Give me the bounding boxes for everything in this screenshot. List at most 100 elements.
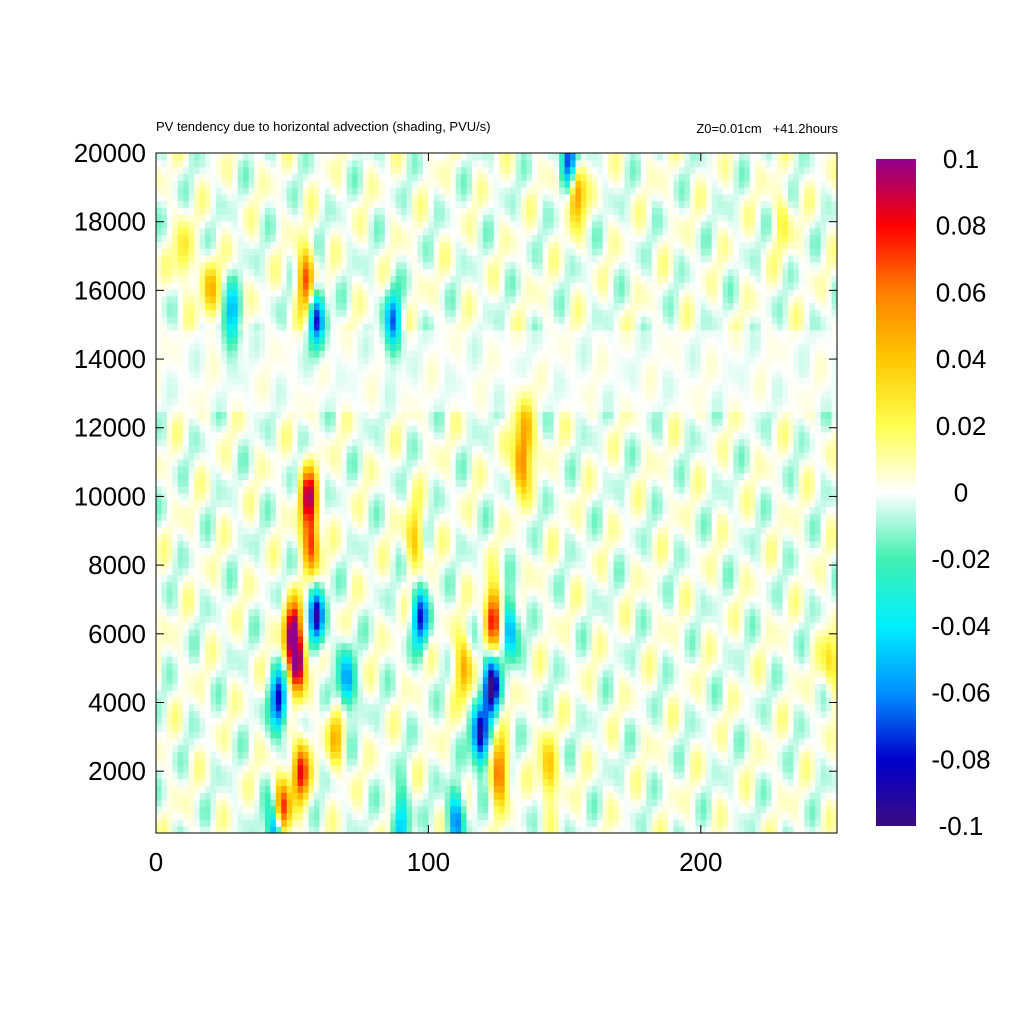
heatmap-cell xyxy=(183,397,190,406)
heatmap-cell xyxy=(237,819,244,827)
heatmap-cell xyxy=(379,302,386,310)
heatmap-cell xyxy=(406,295,413,304)
heatmap-cell xyxy=(172,561,179,569)
heatmap-cell xyxy=(297,819,304,827)
heatmap-cell xyxy=(275,703,282,712)
heatmap-cell xyxy=(335,295,342,304)
heatmap-cell xyxy=(248,785,255,793)
heatmap-cell xyxy=(161,343,168,351)
heatmap-cell xyxy=(313,282,321,290)
heatmap-cell xyxy=(275,234,282,242)
heatmap-cell xyxy=(313,472,321,480)
heatmap-cell xyxy=(422,561,429,569)
heatmap-cell xyxy=(183,241,190,249)
heatmap-cell xyxy=(264,336,272,344)
heatmap-cell xyxy=(357,826,364,834)
heatmap-cell xyxy=(281,425,288,433)
heatmap-cell xyxy=(422,282,429,290)
heatmap-cell xyxy=(264,323,272,331)
heatmap-cell xyxy=(172,282,179,290)
heatmap-cell xyxy=(422,200,429,208)
heatmap-cell xyxy=(281,574,288,582)
heatmap-cell xyxy=(161,316,168,324)
heatmap-cell xyxy=(395,731,402,739)
heatmap-cell xyxy=(237,384,244,392)
heatmap-cell xyxy=(259,493,266,501)
heatmap-cell xyxy=(357,493,364,501)
heatmap-cell xyxy=(248,703,255,712)
heatmap-cell xyxy=(270,418,277,426)
heatmap-cell xyxy=(205,697,212,705)
heatmap-cell xyxy=(324,261,331,270)
heatmap-cell xyxy=(270,737,277,746)
heatmap-cell xyxy=(226,302,233,310)
heatmap-cell xyxy=(379,193,386,202)
heatmap-cell xyxy=(161,819,168,827)
heatmap-cell xyxy=(313,227,321,236)
heatmap-cell xyxy=(226,479,233,487)
heatmap-cell xyxy=(319,377,326,385)
heatmap-cell xyxy=(254,343,261,351)
heatmap-cell xyxy=(352,316,359,324)
heatmap-cell xyxy=(286,329,293,338)
heatmap-cell xyxy=(422,268,429,276)
heatmap-cell xyxy=(270,173,277,181)
heatmap-cell xyxy=(406,812,413,820)
heatmap-cell xyxy=(177,561,184,569)
heatmap-cell xyxy=(281,248,288,256)
heatmap-cell xyxy=(368,697,375,705)
heatmap-cell xyxy=(210,452,217,460)
heatmap-cell xyxy=(368,370,375,378)
heatmap-cell xyxy=(324,153,331,161)
heatmap-cell xyxy=(221,554,228,562)
heatmap-cell xyxy=(275,486,282,494)
heatmap-cell xyxy=(172,438,179,446)
heatmap-cell xyxy=(324,663,331,671)
heatmap-cell xyxy=(215,459,222,467)
heatmap-cell xyxy=(172,737,179,746)
heatmap-cell xyxy=(335,479,342,487)
heatmap-cell xyxy=(156,268,163,276)
heatmap-cell xyxy=(286,615,293,623)
heatmap-cell xyxy=(259,622,266,630)
heatmap-cell xyxy=(335,302,342,310)
heatmap-cell xyxy=(395,282,402,290)
heatmap-cell xyxy=(368,248,375,256)
heatmap-cell xyxy=(292,601,299,610)
heatmap-cell xyxy=(210,751,217,759)
heatmap-cell xyxy=(248,431,255,440)
heatmap-cell xyxy=(313,629,321,637)
heatmap-cell xyxy=(166,635,173,644)
heatmap-cell xyxy=(286,336,293,344)
heatmap-cell xyxy=(221,241,228,249)
heatmap-cell xyxy=(210,710,217,718)
heatmap-cell xyxy=(281,676,288,684)
heatmap-cell xyxy=(379,404,386,412)
heatmap-cell xyxy=(406,785,413,793)
heatmap-cell xyxy=(303,411,310,419)
heatmap-cell xyxy=(401,193,408,202)
heatmap-cell xyxy=(292,506,299,514)
heatmap-cell xyxy=(237,799,244,807)
heatmap-cell xyxy=(237,731,244,739)
heatmap-cell xyxy=(384,363,391,372)
heatmap-cell xyxy=(406,656,413,664)
heatmap-cell xyxy=(226,329,233,338)
heatmap-cell xyxy=(194,214,201,222)
heatmap-cell xyxy=(188,397,195,406)
heatmap-cell xyxy=(341,561,348,569)
heatmap-cell xyxy=(401,581,408,589)
heatmap-cell xyxy=(357,574,364,582)
heatmap-cell xyxy=(172,581,179,589)
heatmap-cell xyxy=(199,302,206,310)
heatmap-cell xyxy=(324,622,331,630)
heatmap-cell xyxy=(422,187,429,195)
heatmap-cell xyxy=(177,683,184,691)
heatmap-cell xyxy=(308,554,315,562)
heatmap-cell xyxy=(390,771,397,780)
heatmap-cell xyxy=(335,465,342,474)
heatmap-cell xyxy=(281,649,288,657)
heatmap-cell xyxy=(286,391,293,399)
heatmap-cell xyxy=(319,554,326,562)
heatmap-cell xyxy=(232,513,239,521)
